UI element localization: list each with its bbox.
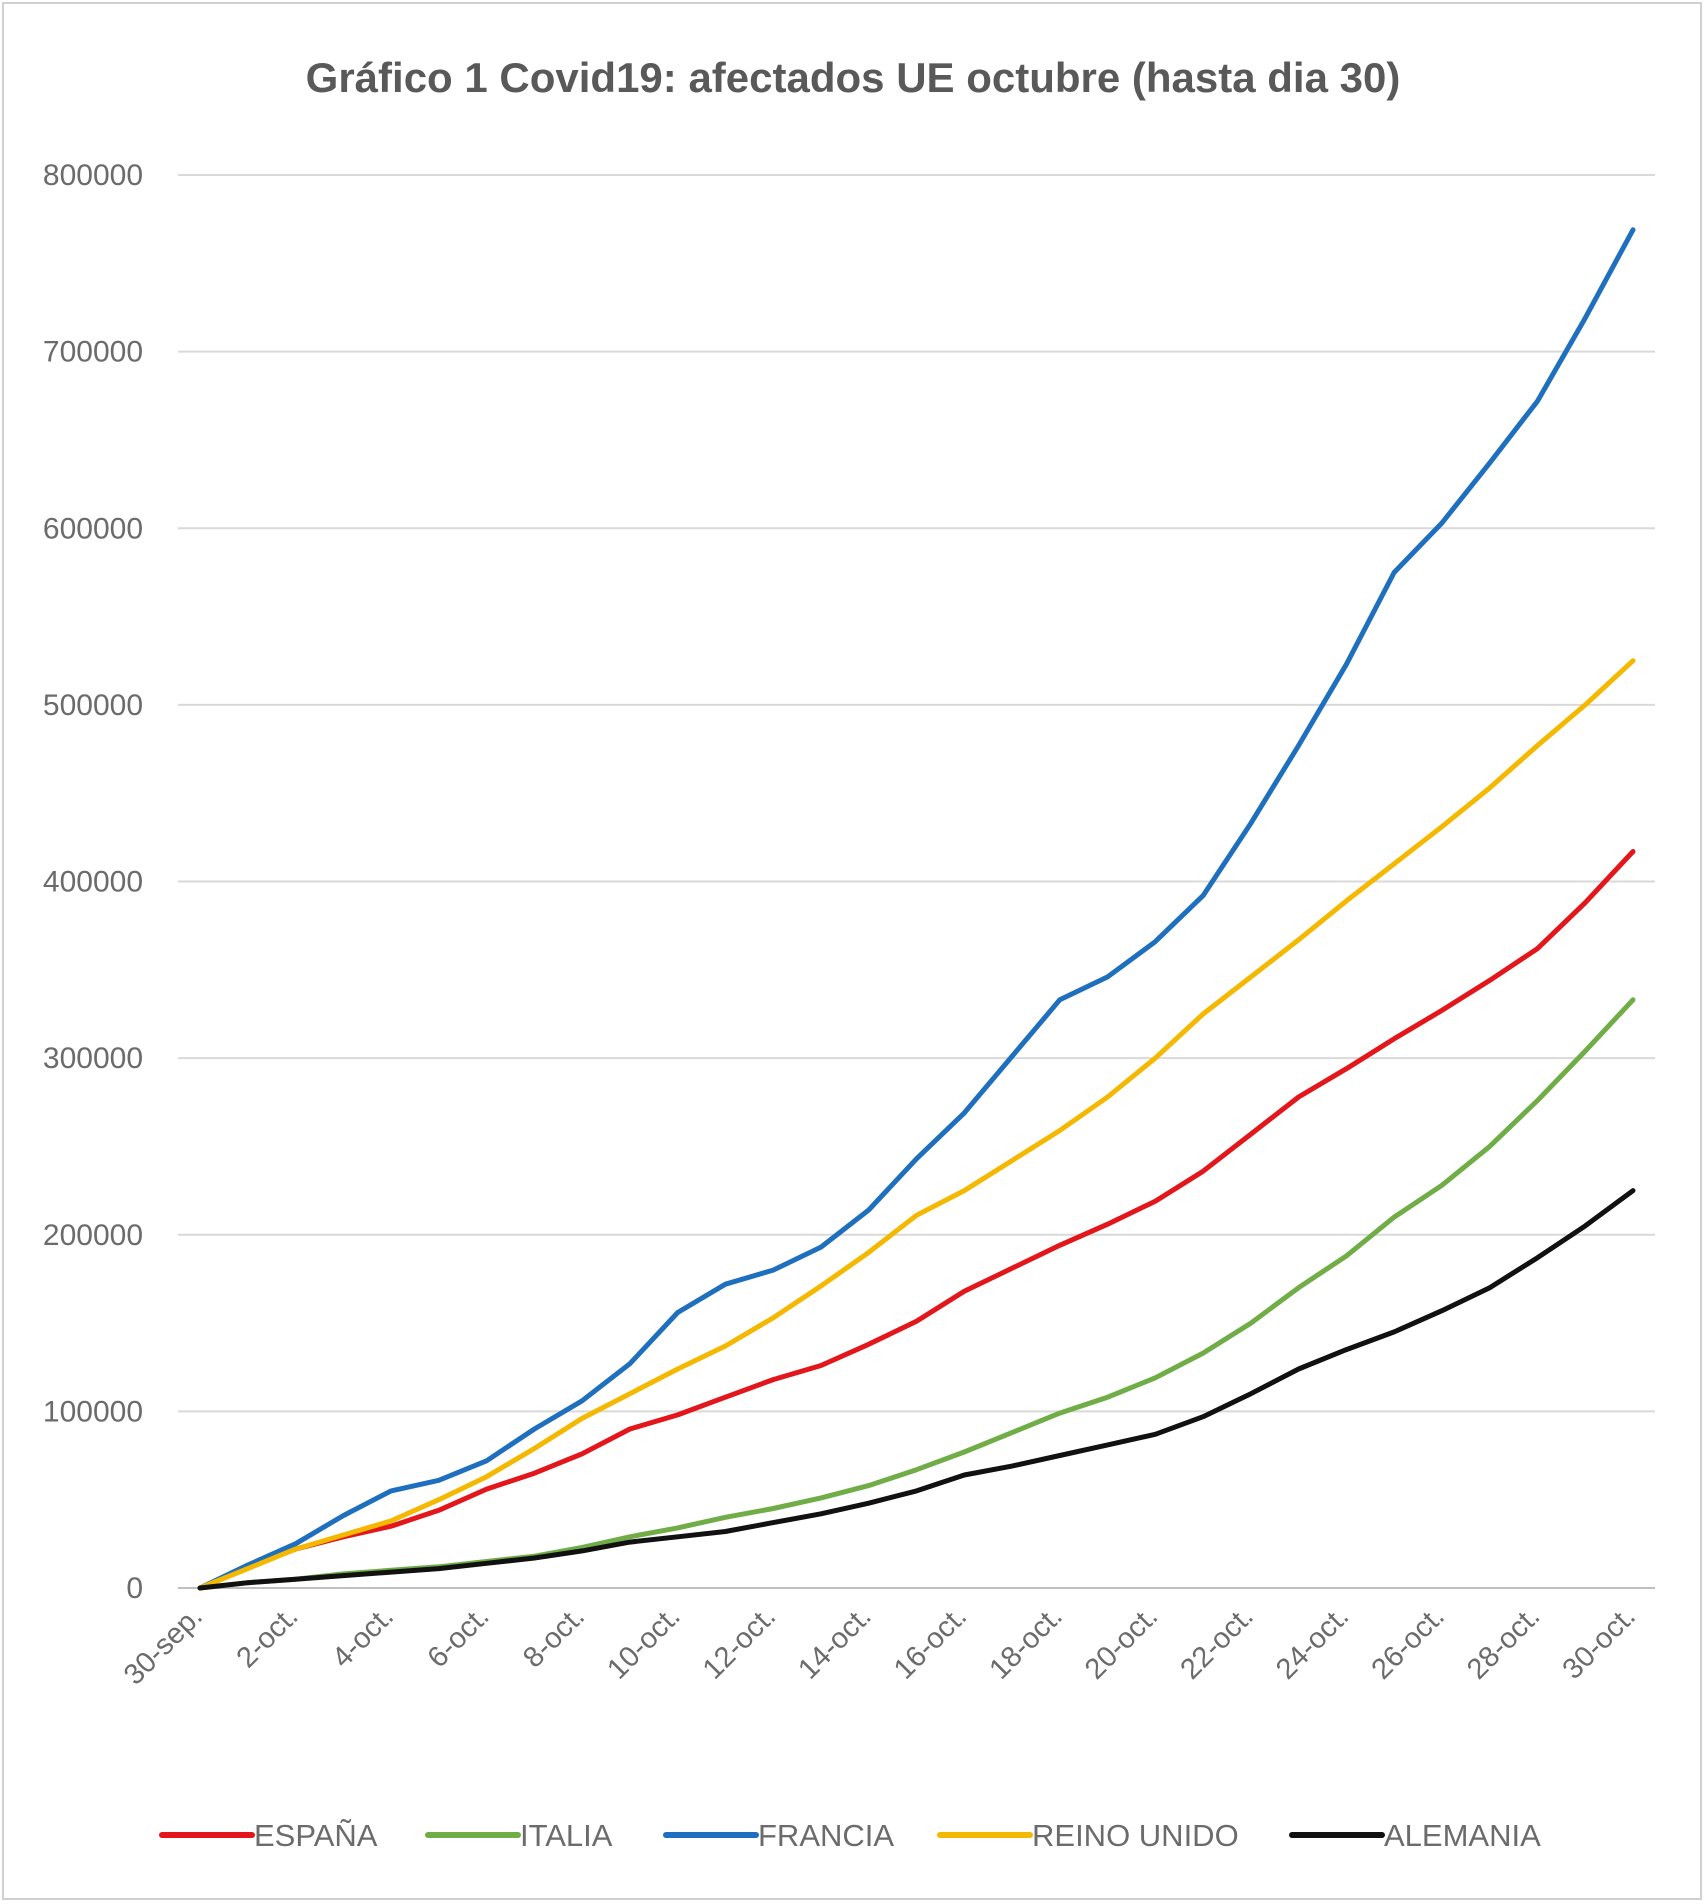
series-layer (197, 227, 1636, 1591)
x-tick-label: 8-oct. (517, 1600, 591, 1674)
y-tick-label: 100000 (43, 1395, 143, 1428)
y-tick-label: 200000 (43, 1219, 143, 1252)
legend-label: ESPAÑA (254, 1818, 378, 1853)
x-tick-label: 16-oct. (888, 1600, 973, 1685)
y-axis-ticks: 0 100000 200000 300000 400000 500000 600000 700… (43, 159, 143, 1605)
x-tick-label: 6-oct. (422, 1600, 496, 1674)
series-line-francia (197, 227, 1636, 1591)
x-tick-label: 28-oct. (1461, 1600, 1546, 1685)
legend-label: REINO UNIDO (1032, 1818, 1239, 1853)
chart-title: Gráfico 1 Covid19: afectados UE octubre … (306, 54, 1401, 101)
y-tick-label: 700000 (43, 336, 143, 369)
x-tick-label: 24-oct. (1270, 1600, 1355, 1685)
x-tick-label: 2-oct. (231, 1600, 305, 1674)
x-tick-label: 14-oct. (792, 1600, 877, 1685)
series-line-reino-unido (197, 658, 1636, 1591)
x-tick-label: 22-oct. (1174, 1600, 1259, 1685)
x-tick-label: 10-oct. (601, 1600, 686, 1685)
y-tick-label: 500000 (43, 689, 143, 722)
y-tick-label: 400000 (43, 866, 143, 899)
y-tick-label: 800000 (43, 159, 143, 192)
x-axis-ticks: 30-sep. 2-oct. 4-oct. 6-oct. 8-oct. 10-oct. 12… (118, 1600, 1642, 1691)
series-line-españa (197, 849, 1636, 1591)
legend-label: FRANCIA (758, 1818, 894, 1853)
legend-label: ALEMANIA (1384, 1818, 1541, 1853)
y-tick-label: 300000 (43, 1042, 143, 1075)
legend-label: ITALIA (520, 1818, 613, 1853)
x-tick-label: 30-oct. (1557, 1600, 1642, 1685)
x-tick-label: 4-oct. (326, 1600, 400, 1674)
x-tick-label: 30-sep. (118, 1600, 209, 1691)
x-tick-label: 20-oct. (1079, 1600, 1164, 1685)
x-tick-label: 18-oct. (983, 1600, 1068, 1685)
x-tick-label: 26-oct. (1366, 1600, 1451, 1685)
y-tick-label: 0 (126, 1572, 143, 1605)
series-line-italia (197, 997, 1636, 1591)
legend: ESPAÑA ITALIA FRANCIA REINO UNIDO ALEMANIA (159, 1818, 1541, 1853)
y-tick-label: 600000 (43, 512, 143, 545)
series-line-alemania (197, 1188, 1636, 1591)
grid-layer (178, 174, 1655, 1589)
x-tick-label: 12-oct. (697, 1600, 782, 1685)
